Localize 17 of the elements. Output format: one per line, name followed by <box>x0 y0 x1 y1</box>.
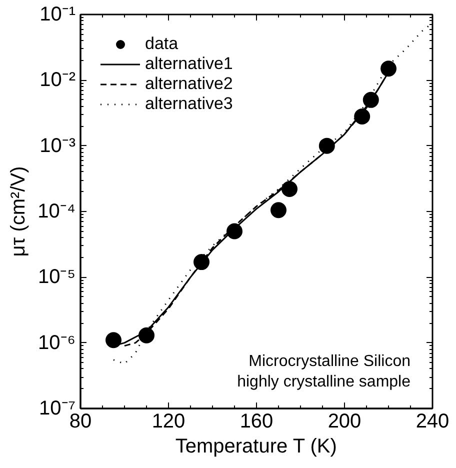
y-tick-label: 10⁻⁶ <box>38 332 76 354</box>
x-axis-title: Temperature T (K) <box>175 436 337 458</box>
legend-label: alternative2 <box>145 74 233 94</box>
y-axis-title: μτ (cm²/V) <box>8 166 30 257</box>
y-tick-label: 10⁻¹ <box>40 4 76 26</box>
y-tick-label: 10⁻⁴ <box>38 200 76 222</box>
x-tick-label: 160 <box>240 410 274 432</box>
legend-label: data <box>145 34 178 54</box>
legend-label: alternative1 <box>145 54 233 74</box>
y-tick-label: 10⁻³ <box>40 134 76 157</box>
y-tick-label: 10⁻⁵ <box>38 266 76 288</box>
x-tick-label: 120 <box>152 410 186 432</box>
y-tick-label: 10⁻² <box>40 69 76 92</box>
x-tick-label: 200 <box>328 410 362 432</box>
legend-label: alternative3 <box>145 94 233 114</box>
x-tick-label: 240 <box>416 410 450 432</box>
annotation: Microcrystalline Silicon highly crystalline sample <box>237 353 411 390</box>
